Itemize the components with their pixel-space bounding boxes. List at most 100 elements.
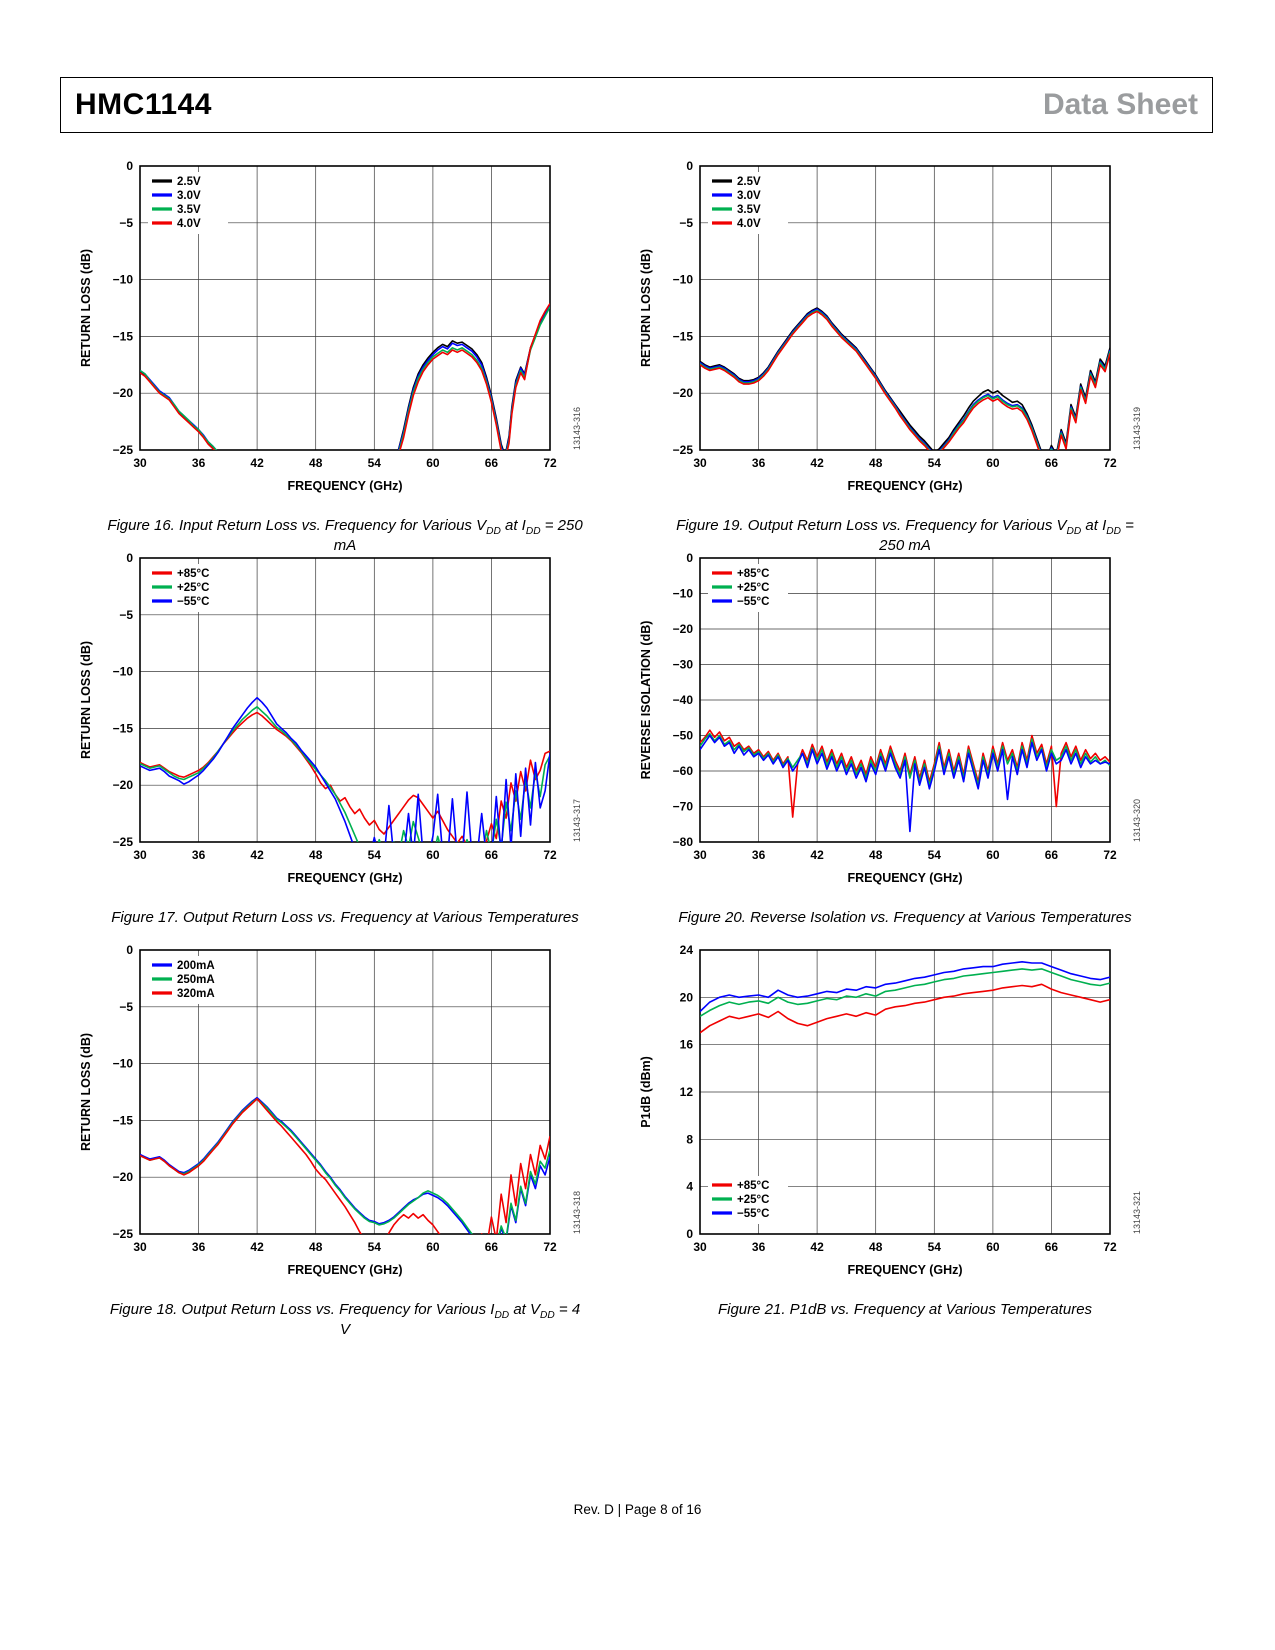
svg-text:54: 54 — [928, 848, 942, 862]
svg-text:72: 72 — [1103, 456, 1117, 470]
svg-text:−10: −10 — [113, 273, 134, 287]
svg-text:−20: −20 — [113, 386, 134, 400]
svg-text:−10: −10 — [673, 587, 694, 601]
svg-text:54: 54 — [368, 848, 382, 862]
svg-text:30: 30 — [133, 1240, 147, 1254]
svg-text:66: 66 — [485, 848, 499, 862]
figure-21-caption: Figure 21. P1dB vs. Frequency at Various… — [717, 1301, 1093, 1318]
svg-text:−10: −10 — [113, 665, 134, 679]
svg-text:−5: −5 — [119, 608, 133, 622]
svg-text:54: 54 — [368, 1240, 382, 1254]
svg-text:42: 42 — [810, 848, 824, 862]
svg-text:30: 30 — [693, 456, 707, 470]
svg-text:FREQUENCY (GHz): FREQUENCY (GHz) — [847, 871, 962, 885]
svg-text:13143-317: 13143-317 — [572, 799, 582, 842]
chart-input-return-loss-vdd: 30 36 42 48 54 60 66 72 0 −5 −10 −15 −20 −25 FREQUENCY… — [76, 156, 584, 513]
part-number: HMC1144 — [75, 88, 212, 121]
svg-text:66: 66 — [1045, 456, 1059, 470]
svg-text:36: 36 — [752, 1240, 766, 1254]
figure-20-plot: 30 36 42 48 54 60 66 72 0 −10 −20 −30 −40 −50 −60 −70 −8… — [639, 551, 1142, 885]
svg-text:48: 48 — [309, 456, 323, 470]
svg-text:72: 72 — [543, 848, 557, 862]
svg-text:66: 66 — [485, 456, 499, 470]
svg-text:0: 0 — [686, 551, 693, 565]
svg-text:24: 24 — [680, 943, 694, 957]
svg-text:−50: −50 — [673, 729, 694, 743]
figure-21: 30 36 42 48 54 60 66 72 0 4 8 12 16 20 24 FREQUENCY (GH… — [636, 940, 1144, 1328]
svg-text:−80: −80 — [673, 835, 694, 849]
svg-text:−40: −40 — [673, 693, 694, 707]
svg-text:8: 8 — [686, 1132, 693, 1146]
svg-text:+25°C: +25°C — [737, 1194, 769, 1206]
svg-text:42: 42 — [250, 1240, 264, 1254]
svg-text:20: 20 — [680, 990, 694, 1004]
chart-output-return-loss-idd: 30 36 42 48 54 60 66 72 0 −5 −10 −15 −20 −25 FREQUENCY… — [76, 940, 584, 1297]
svg-text:60: 60 — [426, 456, 440, 470]
figure-17: 30 36 42 48 54 60 66 72 0 −5 −10 −15 −20 −25 FREQUENCY… — [76, 548, 584, 936]
svg-text:−5: −5 — [679, 216, 693, 230]
svg-text:60: 60 — [986, 848, 1000, 862]
svg-text:−25: −25 — [673, 443, 694, 457]
svg-text:42: 42 — [810, 456, 824, 470]
svg-text:72: 72 — [1103, 848, 1117, 862]
svg-text:42: 42 — [250, 848, 264, 862]
figure-16-plot: 30 36 42 48 54 60 66 72 0 −5 −10 −15 −20 −25 FREQUENCY… — [79, 159, 582, 493]
figure-18-plot: 30 36 42 48 54 60 66 72 0 −5 −10 −15 −20 −25 FREQUENCY… — [79, 943, 582, 1277]
svg-text:200mA: 200mA — [177, 960, 215, 972]
svg-text:13143-316: 13143-316 — [572, 407, 582, 450]
chart-output-return-loss-vdd: 30 36 42 48 54 60 66 72 0 −5 −10 −15 −20 −25 FREQUENCY… — [636, 156, 1144, 513]
svg-text:0: 0 — [126, 943, 133, 957]
charts-grid: 30 36 42 48 54 60 66 72 0 −5 −10 −15 −20 −25 FREQUENCY… — [76, 156, 1146, 1338]
svg-text:FREQUENCY (GHz): FREQUENCY (GHz) — [847, 479, 962, 493]
svg-text:RETURN LOSS (dB): RETURN LOSS (dB) — [639, 249, 653, 367]
svg-text:48: 48 — [869, 456, 883, 470]
svg-text:−55°C: −55°C — [737, 596, 769, 608]
svg-text:60: 60 — [426, 848, 440, 862]
page-header: HMC1144 Data Sheet — [60, 77, 1213, 133]
svg-text:−20: −20 — [673, 622, 694, 636]
svg-text:−55°C: −55°C — [737, 1208, 769, 1220]
figure-20: 30 36 42 48 54 60 66 72 0 −10 −20 −30 −40 −50 −60 −70 −8… — [636, 548, 1144, 936]
svg-text:−20: −20 — [113, 1170, 134, 1184]
svg-text:30: 30 — [693, 848, 707, 862]
svg-text:66: 66 — [1045, 848, 1059, 862]
svg-text:48: 48 — [869, 1240, 883, 1254]
figure-19-caption: Figure 19. Output Return Loss vs. Freque… — [676, 517, 1134, 554]
svg-text:13143-318: 13143-318 — [572, 1191, 582, 1234]
svg-text:3.5V: 3.5V — [177, 204, 201, 216]
svg-text:RETURN LOSS (dB): RETURN LOSS (dB) — [79, 249, 93, 367]
figure-16: 30 36 42 48 54 60 66 72 0 −5 −10 −15 −20 −25 FREQUENCY… — [76, 156, 584, 554]
svg-text:−15: −15 — [673, 329, 694, 343]
svg-text:48: 48 — [309, 848, 323, 862]
svg-text:RETURN LOSS (dB): RETURN LOSS (dB) — [79, 641, 93, 759]
figure-20-caption: Figure 20. Reverse Isolation vs. Frequen… — [678, 909, 1132, 926]
svg-text:0: 0 — [686, 1227, 693, 1241]
svg-text:−20: −20 — [113, 778, 134, 792]
svg-text:−70: −70 — [673, 800, 694, 814]
svg-text:2.5V: 2.5V — [737, 176, 761, 188]
svg-text:30: 30 — [133, 848, 147, 862]
svg-text:30: 30 — [693, 1240, 707, 1254]
svg-text:16: 16 — [680, 1038, 694, 1052]
figure-19-plot: 30 36 42 48 54 60 66 72 0 −5 −10 −15 −20 −25 FREQUENCY… — [639, 159, 1142, 493]
svg-text:−5: −5 — [119, 1000, 133, 1014]
svg-text:REVERSE ISOLATION (dB): REVERSE ISOLATION (dB) — [639, 621, 653, 780]
svg-text:42: 42 — [810, 1240, 824, 1254]
svg-text:320mA: 320mA — [177, 988, 215, 1000]
svg-text:−15: −15 — [113, 721, 134, 735]
svg-text:RETURN LOSS (dB): RETURN LOSS (dB) — [79, 1033, 93, 1151]
svg-text:−55°C: −55°C — [177, 596, 209, 608]
svg-text:P1dB (dBm): P1dB (dBm) — [639, 1056, 653, 1128]
svg-text:36: 36 — [752, 848, 766, 862]
doc-title: Data Sheet — [1042, 88, 1198, 121]
svg-text:72: 72 — [543, 456, 557, 470]
svg-text:−10: −10 — [673, 273, 694, 287]
svg-text:72: 72 — [543, 1240, 557, 1254]
svg-text:42: 42 — [250, 456, 264, 470]
svg-text:+25°C: +25°C — [737, 582, 769, 594]
svg-text:−15: −15 — [113, 329, 134, 343]
svg-text:54: 54 — [368, 456, 382, 470]
svg-text:4.0V: 4.0V — [177, 218, 201, 230]
svg-text:+85°C: +85°C — [737, 568, 769, 580]
